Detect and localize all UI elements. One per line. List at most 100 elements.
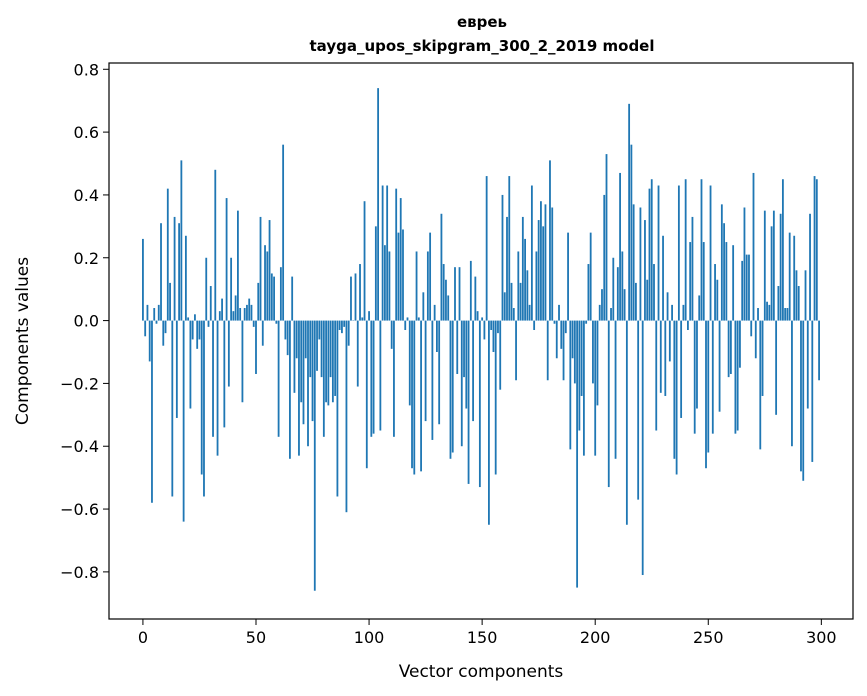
- bar-173: [533, 320, 536, 330]
- bar-231: [664, 320, 667, 396]
- bar-203: [601, 289, 603, 321]
- y-tick-label: −0.4: [60, 437, 99, 456]
- bar-83: [329, 320, 332, 378]
- bar-73: [307, 320, 309, 447]
- bar-131: [438, 320, 441, 425]
- bar-285: [786, 308, 789, 321]
- x-axis-ticks: 0 50 100 150 200 250 300: [138, 619, 837, 647]
- bar-254: [716, 279, 719, 321]
- bar-280: [775, 320, 778, 415]
- bar-284: [784, 308, 787, 321]
- bar-104: [377, 88, 380, 321]
- bar-139: [456, 320, 459, 374]
- bar-181: [551, 207, 554, 321]
- bar-279: [772, 210, 775, 321]
- bar-178: [544, 204, 547, 321]
- bar-36: [223, 320, 226, 428]
- bar-273: [759, 320, 762, 450]
- bar-201: [596, 320, 599, 406]
- bar-16: [178, 223, 181, 321]
- bar-69: [298, 320, 300, 456]
- bar-271: [754, 320, 757, 359]
- bar-233: [668, 320, 671, 362]
- y-tick-label: −0.8: [60, 563, 99, 582]
- bar-161: [506, 216, 508, 321]
- bar-145: [469, 260, 472, 321]
- bar-230: [662, 235, 664, 321]
- bar-196: [585, 320, 588, 324]
- bar-128: [431, 320, 434, 440]
- bar-72: [304, 320, 307, 359]
- bar-146: [472, 320, 474, 422]
- bar-294: [806, 320, 809, 409]
- bar-195: [582, 320, 585, 456]
- bar-227: [655, 320, 658, 431]
- bar-112: [395, 188, 398, 321]
- bar-59: [275, 320, 278, 324]
- bar-62: [282, 144, 285, 321]
- bar-52: [259, 216, 262, 321]
- bar-132: [440, 213, 443, 321]
- bar-224: [648, 188, 651, 321]
- bar-175: [537, 220, 540, 321]
- bar-274: [761, 320, 764, 396]
- x-axis-label: Vector components: [399, 662, 564, 682]
- bar-0: [142, 238, 144, 321]
- bar-77: [316, 320, 318, 371]
- y-tick-label: −0.2: [60, 374, 99, 393]
- bar-189: [569, 320, 572, 450]
- bar-292: [802, 320, 805, 481]
- bar-160: [503, 292, 506, 321]
- bar-163: [510, 282, 513, 321]
- bar-179: [546, 320, 549, 381]
- bar-25: [198, 320, 201, 340]
- bar-264: [739, 320, 741, 368]
- bar-49: [252, 320, 255, 327]
- bar-188: [567, 232, 569, 321]
- bar-107: [383, 245, 386, 321]
- bar-34: [218, 311, 221, 321]
- bar-56: [268, 220, 271, 321]
- bar-191: [573, 320, 576, 384]
- bar-194: [580, 320, 583, 396]
- bar-60: [277, 320, 280, 437]
- bar-64: [286, 320, 289, 356]
- bar-167: [519, 282, 522, 321]
- bar-180: [549, 160, 551, 321]
- bar-253: [714, 264, 716, 321]
- bar-48: [250, 304, 253, 321]
- bar-169: [524, 238, 526, 321]
- bar-235: [673, 320, 676, 459]
- bar-239: [682, 304, 685, 321]
- chart-title: еврeь: [457, 13, 507, 31]
- bar-14: [173, 216, 176, 321]
- bar-31: [212, 320, 214, 437]
- bar-4: [151, 320, 153, 503]
- bar-282: [779, 213, 782, 321]
- bar-288: [793, 235, 796, 321]
- y-tick-label: −0.6: [60, 500, 99, 519]
- x-tick-label: 50: [246, 628, 266, 647]
- bar-125: [424, 320, 427, 422]
- bar-41: [234, 295, 237, 321]
- bar-110: [390, 320, 393, 349]
- bar-209: [614, 320, 617, 459]
- bar-216: [630, 144, 633, 321]
- bar-66: [291, 276, 294, 321]
- bar-286: [788, 232, 791, 321]
- bar-20: [187, 317, 190, 321]
- x-tick-label: 200: [580, 628, 611, 647]
- bar-242: [689, 242, 692, 321]
- bar-165: [515, 320, 517, 381]
- bar-298: [815, 179, 818, 321]
- bar-98: [363, 201, 366, 321]
- bar-183: [555, 320, 558, 359]
- bar-18: [182, 320, 185, 522]
- bar-202: [598, 304, 601, 321]
- bar-238: [680, 320, 683, 418]
- bar-229: [659, 320, 662, 393]
- bar-171: [528, 304, 531, 321]
- bar-101: [370, 320, 373, 437]
- bar-210: [616, 267, 619, 321]
- bar-247: [700, 179, 703, 321]
